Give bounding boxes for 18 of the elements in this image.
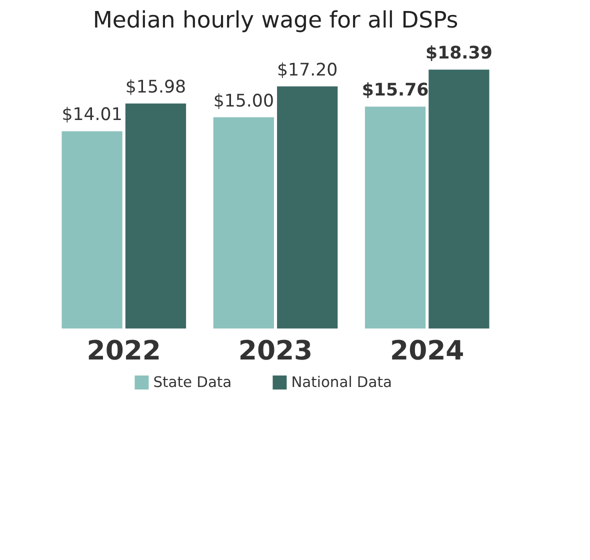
data-label: $15.00 [213, 91, 274, 112]
bar [62, 131, 122, 328]
bar [428, 70, 490, 328]
chart-title: Median hourly wage for all DSPs [92, 8, 458, 34]
x-tick-label: 2024 [390, 336, 464, 366]
data-label: $17.20 [277, 60, 338, 80]
data-label: $18.39 [426, 44, 492, 64]
bar [213, 117, 274, 328]
legend-label: State Data [153, 374, 232, 391]
bar [125, 104, 186, 328]
data-label: $15.76 [362, 80, 429, 101]
data-label: $14.01 [62, 105, 122, 126]
data-label: $15.98 [125, 78, 186, 98]
legend-label: National Data [291, 374, 392, 391]
bar [277, 86, 338, 328]
x-tick-label: 2023 [238, 336, 313, 366]
bar [364, 106, 426, 328]
x-tick-label: 2022 [86, 336, 161, 366]
